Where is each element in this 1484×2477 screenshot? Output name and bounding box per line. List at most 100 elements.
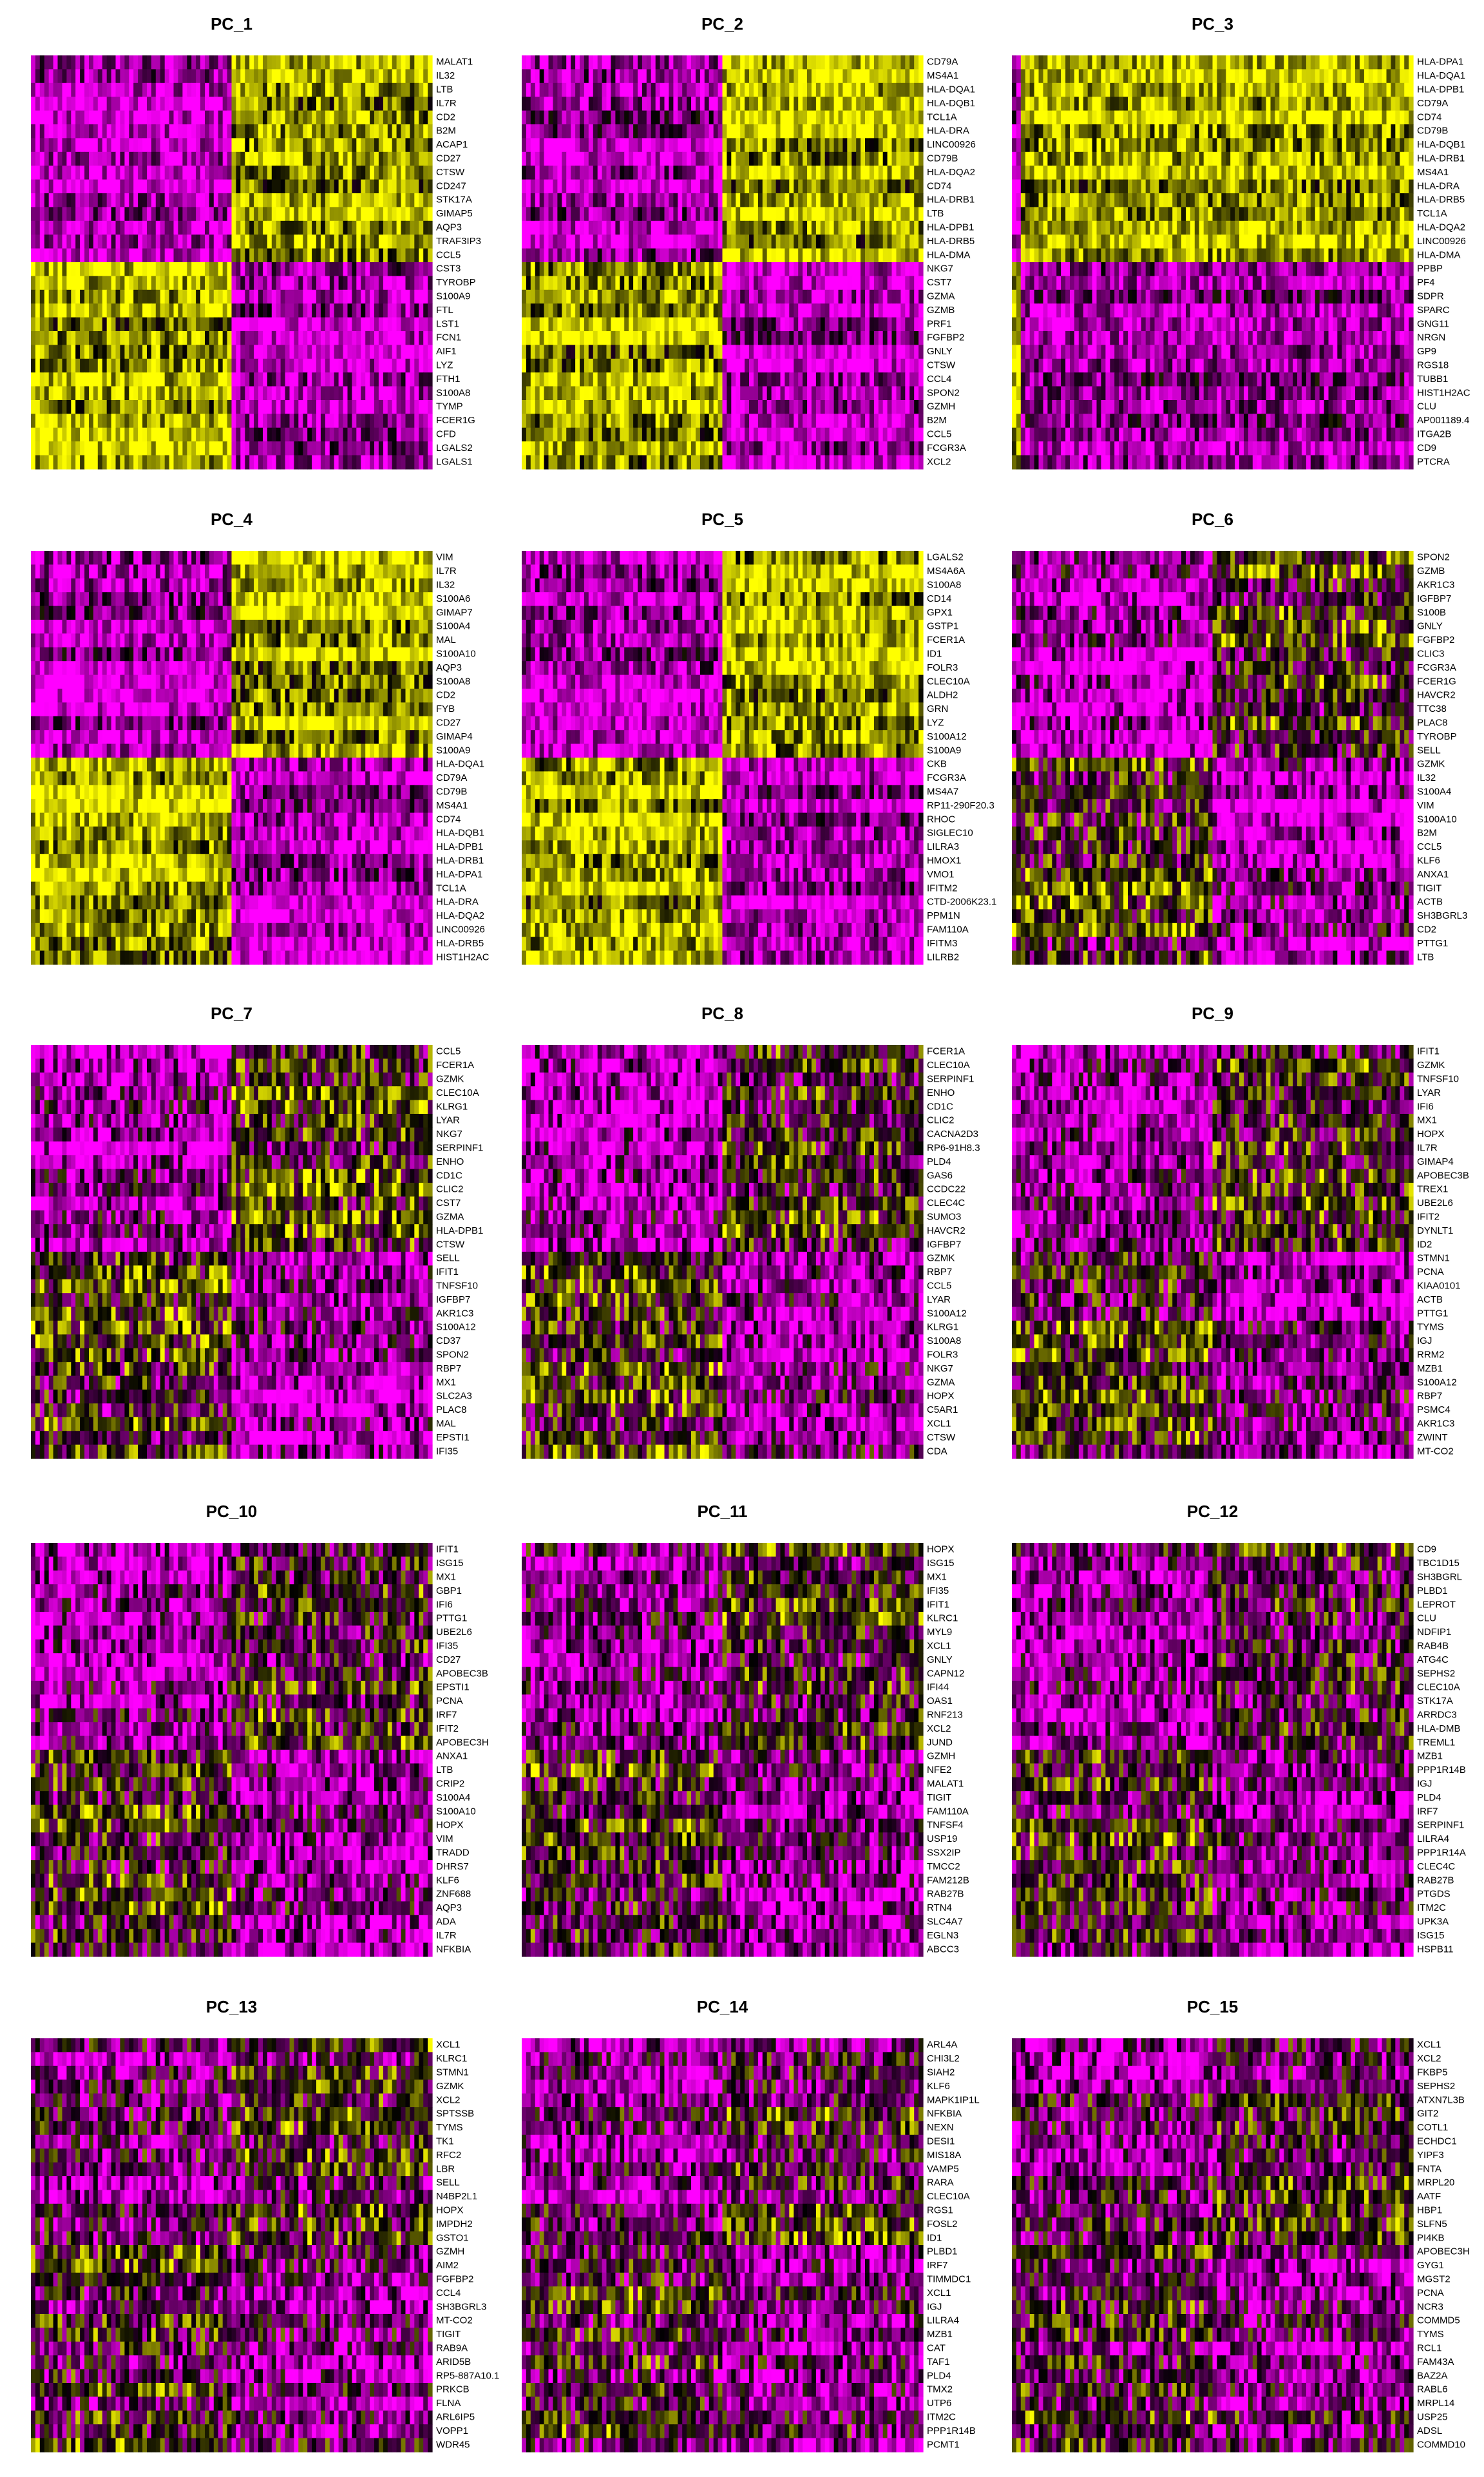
heatmap-cell [414,124,419,139]
heatmap-cell [736,138,741,153]
heatmap-cell [231,82,236,97]
heatmap-cell [526,193,531,207]
heatmap-cell [231,69,236,84]
heatmap-cell [227,303,233,318]
heatmap-cell [745,193,750,207]
heatmap-cell [588,151,594,166]
heatmap-cell [651,151,656,166]
heatmap-cell [522,110,527,125]
heatmap-cell [882,138,888,153]
heatmap-cell [410,455,415,470]
heatmap-cell [383,331,388,345]
heatmap-cell [878,303,884,318]
heatmap-cell [522,317,527,332]
heatmap-cell [687,345,692,359]
heatmap-cell [361,248,366,263]
heatmap-cell [374,234,379,249]
heatmap-cell [31,179,36,194]
heatmap-cell [851,193,857,207]
heatmap-cell [222,345,228,359]
heatmap-cell [374,110,379,125]
heatmap-cell [629,179,634,194]
heatmap-cell [129,69,134,84]
heatmap-cell [370,262,375,276]
heatmap-cell [84,179,90,194]
heatmap-cell [39,220,45,235]
gene-label: LGALS2 [436,443,473,454]
heatmap-cell [271,358,277,373]
heatmap-cell [245,427,250,442]
heatmap-cell [833,234,839,249]
heatmap-cell [182,179,187,194]
heatmap-cell [606,262,611,276]
heatmap-cell [111,414,117,428]
heatmap-cell [307,151,312,166]
heatmap-cell [343,166,348,180]
heatmap-cell [642,317,647,332]
heatmap-cell [887,166,893,180]
heatmap-cell [811,358,817,373]
heatmap-cell [856,289,861,304]
heatmap-cell [75,262,81,276]
heatmap-cell [155,276,161,291]
gene-label: HLA-DPB1 [927,222,974,233]
heatmap-cell [891,276,897,291]
heatmap-cell [280,414,286,428]
heatmap-cell [129,400,134,414]
heatmap-cell [227,331,233,345]
heatmap-cell [539,55,545,70]
heatmap-cell [544,166,549,180]
heatmap-panel: PC_2CD79AMS4A1HLA-DQA1HLA-DQB1TCL1AHLA-D… [522,14,976,470]
heatmap-cell [593,248,598,263]
heatmap-cell [200,193,205,207]
heatmap-cell [771,289,777,304]
heatmap-cell [918,248,924,263]
heatmap-cell [35,345,41,359]
heatmap-cell [370,110,375,125]
heatmap-cell [597,138,603,153]
heatmap-cell [218,248,224,263]
heatmap-cell [352,358,357,373]
heatmap-cell [428,124,433,139]
heatmap-cell [740,372,745,387]
heatmap-cell [312,220,317,235]
heatmap-cell [749,372,754,387]
heatmap-cell [861,124,866,139]
heatmap-cell [811,386,817,401]
heatmap-cell [811,193,817,207]
heatmap-cell [196,124,201,139]
heatmap-cell [169,386,175,401]
heatmap-cell [699,55,705,70]
heatmap-cell [343,276,348,291]
heatmap-cell [222,331,228,345]
heatmap-cell [553,248,558,263]
heatmap-cell [535,179,540,194]
heatmap-cell [731,138,736,153]
heatmap-cell [374,289,379,304]
heatmap-cell [602,220,607,235]
heatmap-cell [669,303,674,318]
heatmap-cell [749,345,754,359]
heatmap-cell [584,317,589,332]
heatmap-cell [704,317,710,332]
heatmap-cell [133,248,138,263]
heatmap-cell [709,386,714,401]
heatmap-cell [294,207,299,222]
heatmap-cell [254,220,259,235]
heatmap-cell [196,193,201,207]
heatmap-cell [97,427,103,442]
heatmap-cell [918,69,924,84]
heatmap-cell [312,97,317,111]
heatmap-cell [343,97,348,111]
heatmap-cell [887,317,893,332]
heatmap-cell [597,69,603,84]
heatmap-cell [878,262,884,276]
heatmap-cell [383,138,388,153]
heatmap-cell [838,220,843,235]
heatmap-cell [160,179,166,194]
heatmap-cell [320,289,326,304]
heatmap-cell [160,262,166,276]
heatmap-cell [785,386,790,401]
heatmap-cell [575,372,580,387]
heatmap-cell [343,358,348,373]
